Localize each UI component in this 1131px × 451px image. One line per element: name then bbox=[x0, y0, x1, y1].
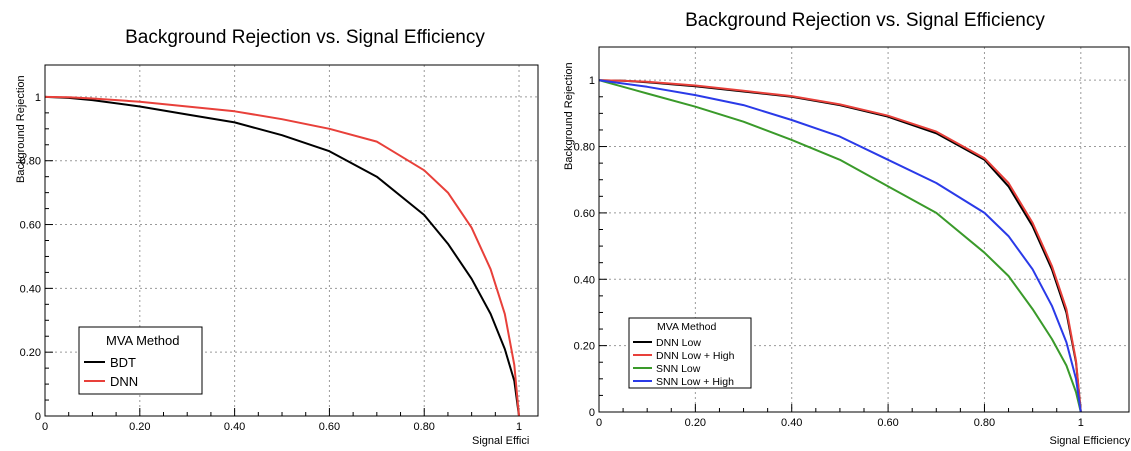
chart-right-svg: Background Rejection vs. Signal Efficien… bbox=[563, 10, 1130, 447]
legend-label-dnn-low: DNN Low bbox=[656, 337, 701, 349]
y-tick-label: 0.60 bbox=[20, 220, 41, 232]
y-tick-label: 0.60 bbox=[574, 208, 595, 220]
y-tick-label: 0.20 bbox=[574, 341, 595, 353]
series-line-snn-low bbox=[598, 79, 1082, 413]
legend-title: MVA Method bbox=[106, 333, 179, 348]
legend-label-snn-low: SNN Low bbox=[656, 363, 701, 375]
chart-title: Background Rejection vs. Signal Efficien… bbox=[685, 10, 1045, 31]
panel-divider bbox=[547, 0, 550, 451]
x-tick-label: 0 bbox=[42, 421, 48, 433]
plot-frame bbox=[598, 46, 1130, 413]
x-tick-label: 0.40 bbox=[224, 421, 245, 433]
y-tick-label: 0.20 bbox=[20, 347, 41, 359]
y-tick-label: 0.80 bbox=[574, 142, 595, 154]
y-tick-label: 0.80 bbox=[20, 156, 41, 168]
legend-label-snn-low-high: SNN Low + High bbox=[656, 376, 734, 388]
y-tick-label: 0.40 bbox=[20, 283, 41, 295]
x-tick-label: 0.20 bbox=[129, 421, 150, 433]
x-tick-label: 0.60 bbox=[877, 417, 898, 429]
x-tick-label: 1 bbox=[516, 421, 522, 433]
y-tick-label: 1 bbox=[589, 75, 595, 87]
legend-box bbox=[78, 326, 203, 395]
x-tick-label: 0.80 bbox=[974, 417, 995, 429]
series-group bbox=[598, 79, 1082, 413]
y-tick-label: 0 bbox=[35, 411, 41, 423]
x-axis-label: Signal Effici bbox=[472, 435, 529, 447]
legend-label-dnn: DNN bbox=[110, 374, 138, 389]
grid bbox=[45, 65, 538, 416]
chart-left-svg: Background Rejection vs. Signal Efficien… bbox=[15, 27, 539, 447]
chart-title: Background Rejection vs. Signal Efficien… bbox=[125, 27, 485, 48]
grid bbox=[599, 47, 1129, 412]
series-line-bdt bbox=[44, 95, 520, 417]
legend-label-dnn-low-high: DNN Low + High bbox=[656, 350, 735, 362]
plot-frame bbox=[44, 64, 539, 417]
chart-right: Background Rejection vs. Signal Efficien… bbox=[553, 0, 1131, 451]
x-tick-label: 0.60 bbox=[319, 421, 340, 433]
y-axis-label: Background Rejection bbox=[563, 62, 575, 170]
legend: MVA Method BDT DNN bbox=[78, 326, 203, 395]
axis-ticks: 0 0.20 0.40 0.60 0.80 1 0 0.20 0.40 0.60 0.80 1 bbox=[20, 92, 523, 433]
y-axis-label: Background Rejection bbox=[15, 75, 27, 183]
series-line-snn-low-high bbox=[598, 79, 1082, 413]
series-line-dnn bbox=[44, 95, 520, 417]
legend-label-bdt: BDT bbox=[110, 355, 136, 370]
x-tick-label: 1 bbox=[1078, 417, 1084, 429]
x-axis-label: Signal Efficiency bbox=[1049, 435, 1130, 447]
y-tick-label: 0 bbox=[589, 407, 595, 419]
x-tick-label: 0.40 bbox=[781, 417, 802, 429]
series-group bbox=[44, 95, 520, 417]
chart-left: Background Rejection vs. Signal Efficien… bbox=[0, 0, 545, 451]
y-tick-label: 1 bbox=[35, 92, 41, 104]
axis-ticks: 0 0.20 0.40 0.60 0.80 1 0 0.20 0.40 0.60 0.80 1 bbox=[574, 75, 1084, 429]
y-tick-label: 0.40 bbox=[574, 274, 595, 286]
legend-box bbox=[628, 317, 752, 389]
legend-title: MVA Method bbox=[657, 321, 716, 333]
x-tick-label: 0.80 bbox=[414, 421, 435, 433]
x-tick-label: 0 bbox=[596, 417, 602, 429]
series-line-dnn-low-high bbox=[598, 79, 1082, 413]
x-tick-label: 0.20 bbox=[685, 417, 706, 429]
legend: MVA Method DNN Low DNN Low + High SNN Lo… bbox=[628, 317, 752, 389]
